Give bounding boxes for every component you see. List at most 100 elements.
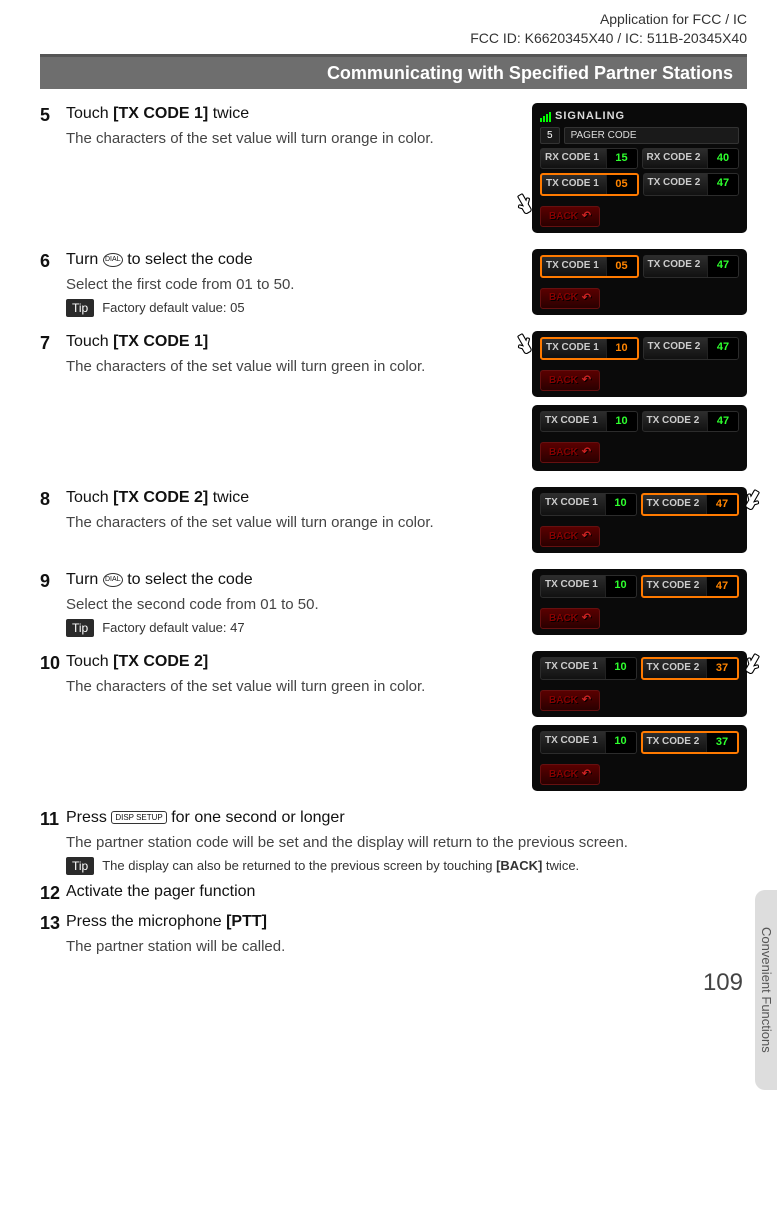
tx-code-1[interactable]: TX CODE 110	[540, 493, 637, 516]
tip-row: Tip Factory default value: 05	[66, 299, 502, 317]
tx-code-1[interactable]: TX CODE 110	[540, 657, 637, 680]
tx-code-2[interactable]: TX CODE 237	[641, 657, 740, 680]
signal-bars-icon	[540, 112, 551, 122]
back-arrow-icon: ↶	[582, 445, 591, 460]
title-bar: Communicating with Specified Partner Sta…	[40, 54, 747, 89]
step-main: Touch [TX CODE 2] twice	[66, 487, 502, 509]
signaling-title: SIGNALING	[555, 109, 625, 124]
back-button[interactable]: BACK↶	[540, 526, 600, 547]
step-13: 13 Press the microphone [PTT] The partne…	[40, 911, 747, 957]
meta-line1: Application for FCC / IC	[40, 10, 747, 29]
step-num: 6	[40, 249, 66, 317]
device-screenshot-8: TX CODE 110 TX CODE 247 BACK↶	[532, 487, 747, 553]
rx-code-1[interactable]: RX CODE 115	[540, 148, 638, 169]
device-screenshot-9: TX CODE 110 TX CODE 247 BACK↶	[532, 569, 747, 635]
step-8: 8 Touch [TX CODE 2] twice The characters…	[40, 487, 502, 533]
tip-badge: Tip	[66, 619, 94, 637]
tip-badge: Tip	[66, 857, 94, 875]
step-main: Touch [TX CODE 1]	[66, 331, 502, 353]
back-button[interactable]: BACK↶	[540, 608, 600, 629]
dial-icon: DIAL	[103, 573, 123, 587]
step-sub: The characters of the set value will tur…	[66, 677, 502, 697]
step-6: 6 Turn DIAL to select the code Select th…	[40, 249, 502, 317]
device-screenshot-6: TX CODE 105 TX CODE 247 BACK↶	[532, 249, 747, 315]
tip-row: Tip Factory default value: 47	[66, 619, 502, 637]
step-num: 12	[40, 881, 66, 905]
step-main: Touch [TX CODE 2]	[66, 651, 502, 673]
step-main: Activate the pager function	[66, 881, 747, 903]
back-arrow-icon: ↶	[582, 693, 591, 708]
dial-icon: DIAL	[103, 253, 123, 267]
step-sub: The characters of the set value will tur…	[66, 129, 502, 149]
device-screenshot-5: SIGNALING 5 PAGER CODE RX CODE 115 RX CO…	[532, 103, 747, 233]
tip-row: Tip The display can also be returned to …	[66, 857, 747, 875]
tx-code-1[interactable]: TX CODE 110	[540, 575, 637, 598]
step-num: 10	[40, 651, 66, 697]
step-10: 10 Touch [TX CODE 2] The characters of t…	[40, 651, 502, 697]
step-num: 9	[40, 569, 66, 637]
back-button[interactable]: BACK↶	[540, 288, 600, 309]
tx-code-2[interactable]: TX CODE 237	[641, 731, 740, 754]
step-num: 13	[40, 911, 66, 957]
step-12: 12 Activate the pager function	[40, 881, 747, 905]
disp-setup-icon: DISP SETUP	[111, 811, 166, 824]
step-sub: The partner station code will be set and…	[66, 833, 747, 853]
back-arrow-icon: ↶	[582, 767, 591, 782]
meta-line2: FCC ID: K6620345X40 / IC: 511B-20345X40	[40, 29, 747, 48]
step-sub: Select the second code from 01 to 50.	[66, 595, 502, 615]
step-sub: The partner station will be called.	[66, 937, 747, 957]
step-main: Turn DIAL to select the code	[66, 249, 502, 271]
pager-num: 5	[540, 127, 560, 145]
step-sub: The characters of the set value will tur…	[66, 357, 502, 377]
back-button[interactable]: BACK↶	[540, 690, 600, 711]
step-num: 11	[40, 807, 66, 875]
step-sub: The characters of the set value will tur…	[66, 513, 502, 533]
section-tab-label: Convenient Functions	[757, 927, 775, 1053]
pager-code-label: PAGER CODE	[564, 127, 739, 145]
step-num: 7	[40, 331, 66, 377]
tx-code-1[interactable]: TX CODE 110	[540, 411, 638, 432]
device-screenshot-7b: TX CODE 110 TX CODE 247 BACK↶	[532, 405, 747, 471]
tx-code-2[interactable]: TX CODE 247	[641, 493, 740, 516]
device-screenshot-10a: TX CODE 110 TX CODE 237 BACK↶	[532, 651, 747, 717]
tx-code-1[interactable]: TX CODE 105	[540, 255, 639, 278]
tx-code-2[interactable]: TX CODE 247	[641, 575, 740, 598]
device-screenshot-10b: TX CODE 110 TX CODE 237 BACK↶	[532, 725, 747, 791]
back-arrow-icon: ↶	[582, 209, 591, 224]
tx-code-1[interactable]: TX CODE 110	[540, 731, 637, 754]
back-button[interactable]: BACK↶	[540, 206, 600, 227]
back-arrow-icon: ↶	[582, 373, 591, 388]
tip-text: Factory default value: 05	[102, 299, 244, 317]
back-arrow-icon: ↶	[582, 529, 591, 544]
back-arrow-icon: ↶	[582, 611, 591, 626]
step-main: Press DISP SETUP for one second or longe…	[66, 807, 747, 829]
step-5: 5 Touch [TX CODE 1] twice The characters…	[40, 103, 502, 149]
tx-code-1[interactable]: TX CODE 110	[540, 337, 639, 360]
step-main: Press the microphone [PTT]	[66, 911, 747, 933]
back-button[interactable]: BACK↶	[540, 764, 600, 785]
step-num: 8	[40, 487, 66, 533]
tip-text: The display can also be returned to the …	[102, 857, 579, 875]
tip-text: Factory default value: 47	[102, 619, 244, 637]
device-screenshot-7a: TX CODE 110 TX CODE 247 BACK↶	[532, 331, 747, 397]
step-sub: Select the first code from 01 to 50.	[66, 275, 502, 295]
back-arrow-icon: ↶	[582, 291, 591, 306]
tx-code-1[interactable]: TX CODE 105	[540, 173, 639, 196]
touch-hand-icon	[516, 187, 542, 215]
touch-hand-icon	[516, 327, 542, 355]
tx-code-2[interactable]: TX CODE 247	[643, 173, 740, 196]
rx-code-2[interactable]: RX CODE 240	[642, 148, 740, 169]
step-9: 9 Turn DIAL to select the code Select th…	[40, 569, 502, 637]
header-meta: Application for FCC / IC FCC ID: K662034…	[40, 10, 747, 48]
back-button[interactable]: BACK↶	[540, 442, 600, 463]
step-num: 5	[40, 103, 66, 149]
step-11: 11 Press DISP SETUP for one second or lo…	[40, 807, 747, 875]
step-main: Touch [TX CODE 1] twice	[66, 103, 502, 125]
step-7: 7 Touch [TX CODE 1] The characters of th…	[40, 331, 502, 377]
section-tab: Convenient Functions	[755, 890, 777, 1090]
tx-code-2[interactable]: TX CODE 247	[643, 337, 740, 360]
back-button[interactable]: BACK↶	[540, 370, 600, 391]
page-number: 109	[40, 967, 747, 999]
tx-code-2[interactable]: TX CODE 247	[642, 411, 740, 432]
tx-code-2[interactable]: TX CODE 247	[643, 255, 740, 278]
